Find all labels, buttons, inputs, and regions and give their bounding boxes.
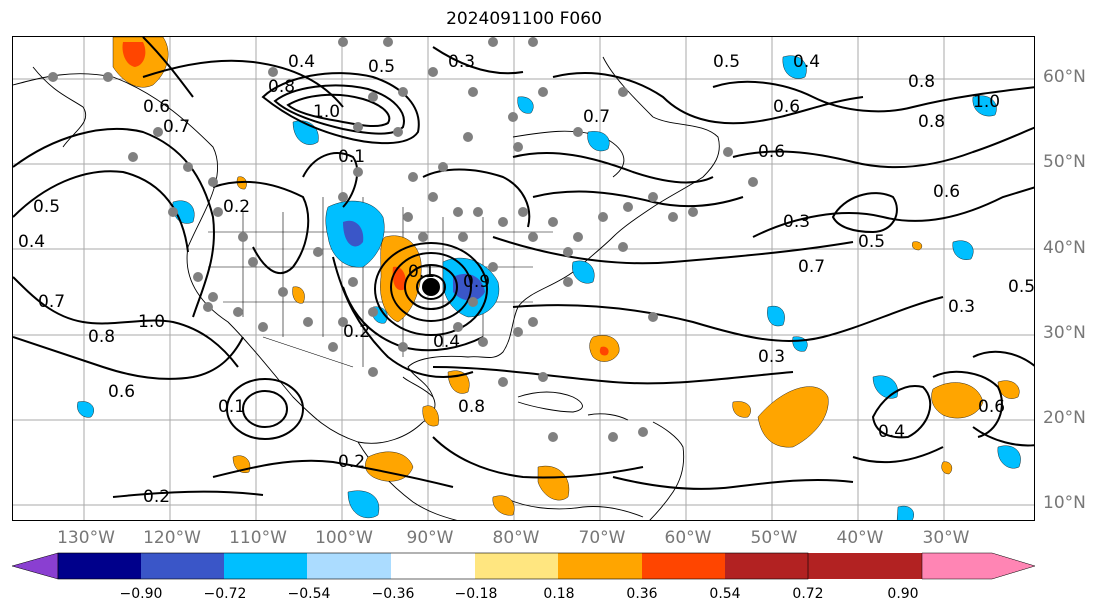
colorbar-tick: 0.36 bbox=[626, 586, 658, 602]
colorbar-tick: −0.18 bbox=[454, 586, 498, 602]
colorbar-tick: −0.54 bbox=[287, 586, 331, 602]
lat-label-50n: 50°N bbox=[1043, 152, 1086, 172]
contour-label: 1.0 bbox=[973, 92, 1000, 112]
contour-label: 0.9 bbox=[463, 272, 490, 292]
lon-label-110w: 110°W bbox=[229, 528, 287, 548]
contour-label: 1.0 bbox=[138, 312, 165, 332]
contour-label: 0.2 bbox=[223, 197, 250, 217]
contour-label: 0.8 bbox=[458, 397, 485, 417]
contour-label: 0.6 bbox=[758, 142, 785, 162]
contour-label: 0.5 bbox=[858, 232, 885, 252]
colorbar-tick: 0.72 bbox=[792, 586, 824, 602]
colorbar-tick: −0.36 bbox=[371, 586, 415, 602]
contour-label: 0.2 bbox=[343, 322, 370, 342]
colorbar-tick: 0.18 bbox=[543, 586, 575, 602]
colorbar-segment bbox=[141, 553, 224, 579]
contour-label: 0.4 bbox=[793, 52, 820, 72]
lon-label-80w: 80°W bbox=[492, 528, 540, 548]
colorbar-segment bbox=[307, 553, 391, 579]
contour-label: 0.7 bbox=[38, 292, 65, 312]
colorbar-extend-low bbox=[12, 552, 59, 580]
lat-label-30n: 30°N bbox=[1043, 323, 1086, 343]
colorbar-segment bbox=[224, 553, 307, 579]
colorbar-segment bbox=[642, 553, 725, 579]
contour-label: 0.1 bbox=[408, 262, 435, 282]
contour-label: 0.3 bbox=[758, 347, 785, 367]
contour-label: 0.8 bbox=[908, 72, 935, 92]
contour-label: 0.8 bbox=[88, 327, 115, 347]
lat-label-40n: 40°N bbox=[1043, 238, 1086, 258]
contour-label: 0.1 bbox=[338, 147, 365, 167]
contour-label: 0.8 bbox=[268, 77, 295, 97]
lon-label-100w: 100°W bbox=[315, 528, 373, 548]
colorbar-tick: 0.90 bbox=[887, 586, 919, 602]
contour-label-group: 0.4 0.5 0.3 0.6 0.8 1.0 0.7 0.2 0.5 0.4 … bbox=[18, 52, 1035, 507]
contour-label: 0.6 bbox=[143, 97, 170, 117]
lat-label-60n: 60°N bbox=[1043, 67, 1086, 87]
station-markers bbox=[48, 37, 758, 442]
lon-label-70w: 70°W bbox=[578, 528, 626, 548]
contour-label: 0.5 bbox=[33, 197, 60, 217]
colorbar-segment bbox=[558, 553, 642, 579]
contour-label: 0.4 bbox=[18, 232, 45, 252]
contour-label: 0.3 bbox=[448, 52, 475, 72]
contour-label: 0.3 bbox=[783, 212, 810, 232]
contour-label: 1.0 bbox=[313, 102, 340, 122]
lon-label-130w: 130°W bbox=[57, 528, 115, 548]
lat-label-10n: 10°N bbox=[1043, 493, 1086, 513]
lat-label-20n: 20°N bbox=[1043, 408, 1086, 428]
colorbar-segment bbox=[58, 553, 141, 579]
contour-label: 0.3 bbox=[948, 297, 975, 317]
contour-label: 0.2 bbox=[338, 452, 365, 472]
lon-label-40w: 40°W bbox=[836, 528, 884, 548]
colorbar-segment bbox=[475, 553, 558, 579]
contour-label: 0.6 bbox=[108, 382, 135, 402]
contour-label: 0.4 bbox=[288, 52, 315, 72]
lon-label-60w: 60°W bbox=[664, 528, 712, 548]
map-svg: 0.4 0.5 0.3 0.6 0.8 1.0 0.7 0.2 0.5 0.4 … bbox=[13, 37, 1035, 520]
colorbar-segment bbox=[725, 553, 808, 579]
lon-label-90w: 90°W bbox=[406, 528, 454, 548]
contour-label: 0.5 bbox=[368, 57, 395, 77]
colorbar-segment bbox=[391, 553, 475, 579]
colorbar-tick: −0.72 bbox=[203, 586, 247, 602]
colorbar-tick: −0.90 bbox=[119, 586, 163, 602]
contour-label: 0.7 bbox=[163, 117, 190, 137]
colorbar-tick: 0.54 bbox=[709, 586, 741, 602]
contour-label: 0.7 bbox=[583, 107, 610, 127]
contour-label: 0.8 bbox=[918, 112, 945, 132]
contour-label: 0.6 bbox=[933, 182, 960, 202]
chart-title: 2024091100 F060 bbox=[446, 9, 602, 29]
lon-label-30w: 30°W bbox=[922, 528, 970, 548]
colorbar-extend-high-tip bbox=[921, 552, 1036, 580]
lon-label-120w: 120°W bbox=[143, 528, 201, 548]
lon-label-50w: 50°W bbox=[750, 528, 798, 548]
contour-label: 0.6 bbox=[773, 97, 800, 117]
contour-label: 0.7 bbox=[798, 257, 825, 277]
contour-label: 0.4 bbox=[433, 332, 460, 352]
contour-label: 0.5 bbox=[713, 52, 740, 72]
colorbar bbox=[12, 552, 1036, 580]
negative-shading bbox=[77, 55, 1021, 520]
contour-label: 0.5 bbox=[1008, 277, 1035, 297]
map-panel[interactable]: 0.4 0.5 0.3 0.6 0.8 1.0 0.7 0.2 0.5 0.4 … bbox=[12, 36, 1035, 521]
colorbar-extend-high bbox=[808, 553, 922, 579]
contour-label: 0.2 bbox=[143, 487, 170, 507]
contour-label: 0.1 bbox=[218, 397, 245, 417]
contour-label: 0.6 bbox=[978, 397, 1005, 417]
contour-label: 0.4 bbox=[878, 422, 905, 442]
storm-center-marker bbox=[422, 278, 440, 296]
